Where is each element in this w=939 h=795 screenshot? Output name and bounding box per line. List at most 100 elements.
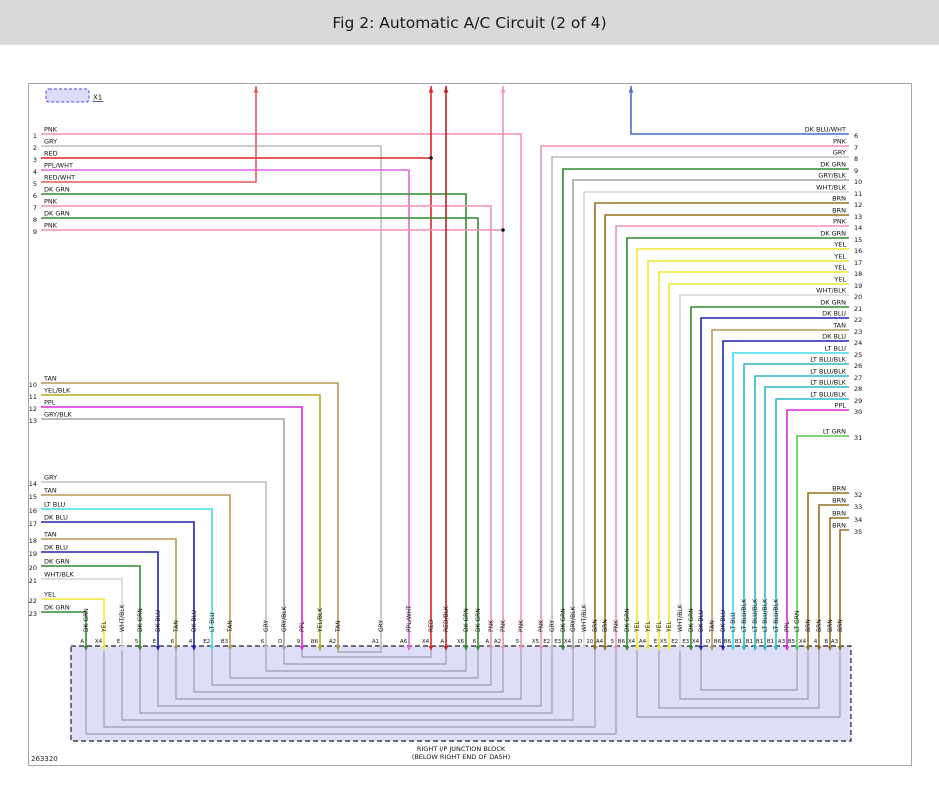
- svg-text:14: 14: [29, 480, 37, 488]
- svg-text:7: 7: [33, 204, 37, 212]
- svg-text:24: 24: [854, 339, 862, 347]
- svg-text:18: 18: [29, 537, 37, 545]
- svg-text:PPL: PPL: [299, 621, 306, 632]
- svg-text:16: 16: [29, 507, 37, 515]
- svg-text:15: 15: [29, 493, 37, 501]
- right-wire-29: LT BLU/BLK B1 29 LT BLU/BLK: [767, 391, 862, 651]
- svg-text:DK GRN: DK GRN: [137, 608, 144, 632]
- svg-text:TAN: TAN: [173, 620, 180, 633]
- svg-text:E: E: [117, 639, 121, 645]
- svg-text:34: 34: [854, 516, 862, 524]
- svg-text:A4: A4: [596, 639, 604, 645]
- svg-text:35: 35: [854, 528, 862, 536]
- right-wire-6: 6 DK BLU/WHT: [628, 86, 858, 140]
- svg-text:B6: B6: [724, 639, 732, 645]
- svg-text:PNK: PNK: [500, 619, 507, 632]
- svg-text:10: 10: [854, 178, 862, 186]
- svg-text:PNK: PNK: [488, 619, 495, 632]
- svg-text:19: 19: [29, 550, 37, 558]
- svg-text:DK GRN: DK GRN: [688, 608, 695, 632]
- right-wire-16: YEL X4 16 YEL: [628, 241, 862, 651]
- left-wire-12: PPL 9 12 PPL: [29, 399, 306, 651]
- svg-text:11: 11: [854, 190, 862, 198]
- left-wire-13: GRY/BLK D 13 GRY/BLK: [29, 411, 288, 651]
- svg-text:22: 22: [29, 597, 37, 605]
- svg-text:B: B: [824, 639, 828, 645]
- svg-text:X4: X4: [692, 639, 700, 645]
- svg-text:DK GRN: DK GRN: [83, 608, 90, 632]
- svg-text:DK GRN: DK GRN: [475, 608, 482, 632]
- svg-text:RED/WHT: RED/WHT: [44, 174, 75, 182]
- connector-x1: X1: [45, 88, 104, 103]
- svg-text:DK BLU: DK BLU: [44, 544, 68, 552]
- svg-text:YEL: YEL: [101, 621, 108, 633]
- svg-text:GRY: GRY: [263, 620, 270, 632]
- svg-text:22: 22: [854, 316, 862, 324]
- svg-text:6: 6: [33, 192, 37, 200]
- svg-text:DK GRN: DK GRN: [624, 608, 631, 632]
- svg-text:13: 13: [854, 213, 862, 221]
- right-wire-11: WHT/BLK D 11 WHT/BLK: [578, 184, 862, 651]
- svg-text:LT GRN: LT GRN: [794, 611, 801, 632]
- svg-text:14: 14: [854, 224, 862, 232]
- svg-text:LT BLU: LT BLU: [209, 612, 216, 632]
- svg-text:GRY: GRY: [378, 620, 385, 632]
- svg-text:X5: X5: [660, 639, 668, 645]
- wiring-svg: RIGHT I/P JUNCTION BLOCK(BELOW RIGHT END…: [29, 86, 862, 761]
- svg-text:LT BLU: LT BLU: [730, 612, 737, 632]
- svg-text:9: 9: [297, 639, 301, 645]
- svg-text:3: 3: [33, 156, 37, 164]
- svg-text:WHT/BLK: WHT/BLK: [816, 184, 847, 192]
- left-wire-3: RED X4 3 RED: [33, 86, 435, 651]
- svg-text:31: 31: [854, 434, 862, 442]
- svg-text:DK BLU: DK BLU: [155, 610, 162, 632]
- svg-text:TAN: TAN: [43, 375, 57, 383]
- svg-text:E3: E3: [554, 639, 561, 645]
- right-wire-35: BRN A3 35 BRN: [831, 522, 862, 651]
- svg-text:PPL: PPL: [835, 402, 847, 410]
- left-wire-10: TAN A2 10 TAN: [29, 375, 342, 651]
- svg-text:WHT/BLK: WHT/BLK: [44, 571, 75, 579]
- svg-text:X1: X1: [93, 94, 102, 102]
- svg-text:4: 4: [189, 639, 193, 645]
- junction-internal-links: [85, 646, 841, 735]
- svg-text:A2: A2: [494, 639, 501, 645]
- svg-text:YEL: YEL: [634, 621, 641, 633]
- svg-text:E3: E3: [682, 639, 689, 645]
- svg-text:TAN: TAN: [43, 531, 57, 539]
- svg-text:28: 28: [854, 385, 862, 393]
- right-wire-24: DK BLU B6 24 DK BLU: [714, 333, 862, 651]
- svg-text:YEL: YEL: [43, 591, 56, 599]
- svg-text:5: 5: [33, 180, 37, 188]
- svg-text:LT BLU/BLK: LT BLU/BLK: [810, 391, 847, 399]
- svg-text:15: 15: [854, 236, 862, 244]
- diagram-panel: RIGHT I/P JUNCTION BLOCK (BELOW RIGHT END…: [28, 83, 912, 766]
- left-wire-15: TAN B3 15 TAN: [29, 487, 234, 651]
- svg-text:TAN: TAN: [335, 620, 342, 633]
- junction-block: RIGHT I/P JUNCTION BLOCK(BELOW RIGHT END…: [70, 645, 852, 761]
- svg-text:29: 29: [854, 397, 862, 405]
- svg-text:18: 18: [854, 270, 862, 278]
- svg-text:A: A: [440, 639, 444, 645]
- svg-text:BRN: BRN: [832, 207, 846, 215]
- left-wire-6: DK GRN X6 6 DK GRN: [33, 186, 470, 651]
- svg-text:GRY: GRY: [833, 149, 846, 157]
- svg-text:6: 6: [854, 132, 858, 140]
- svg-text:LT BLU/BLK: LT BLU/BLK: [741, 598, 748, 632]
- svg-text:GRY/BLK: GRY/BLK: [570, 605, 577, 632]
- svg-text:20: 20: [854, 293, 862, 301]
- right-wire-26: LT BLU/BLK B1 26 LT BLU/BLK: [735, 356, 862, 651]
- svg-text:RIGHT I/P JUNCTION BLOCK: RIGHT I/P JUNCTION BLOCK: [417, 745, 506, 753]
- svg-text:DK BLU: DK BLU: [44, 514, 68, 522]
- svg-text:GRY/BLK: GRY/BLK: [44, 411, 72, 419]
- svg-text:BRN: BRN: [816, 619, 823, 632]
- svg-text:BRN: BRN: [805, 619, 812, 632]
- svg-text:21: 21: [29, 577, 37, 585]
- svg-text:X6: X6: [457, 639, 465, 645]
- svg-text:10: 10: [29, 381, 37, 389]
- svg-text:6: 6: [473, 639, 477, 645]
- svg-text:DK GRN: DK GRN: [463, 608, 470, 632]
- svg-text:19: 19: [854, 282, 862, 290]
- svg-text:X4: X4: [564, 639, 572, 645]
- svg-text:YEL: YEL: [833, 253, 846, 261]
